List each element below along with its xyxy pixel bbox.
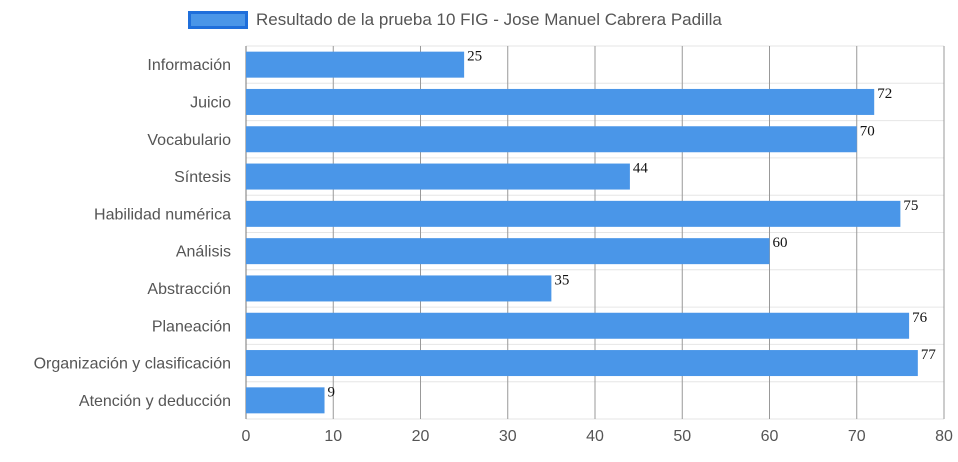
data-label: 72	[877, 86, 892, 102]
bar	[246, 163, 630, 190]
data-label: 35	[554, 272, 569, 288]
data-label: 60	[773, 235, 788, 251]
x-tick-label: 0	[242, 428, 251, 445]
data-label: 44	[633, 161, 649, 177]
x-tick-label: 30	[499, 428, 517, 445]
bar	[246, 238, 770, 265]
x-tick-label: 10	[324, 428, 342, 445]
data-label: 9	[328, 384, 336, 400]
category-label: Habilidad numérica	[94, 206, 231, 223]
legend-label: Resultado de la prueba 10 FIG - Jose Man…	[256, 10, 722, 29]
x-tick-label: 50	[673, 428, 691, 445]
x-tick-label: 40	[586, 428, 604, 445]
category-label: Síntesis	[174, 169, 231, 186]
bar	[246, 350, 918, 377]
bar	[246, 312, 910, 339]
x-tick-label: 20	[412, 428, 430, 445]
data-label: 25	[467, 49, 482, 65]
x-tick-label: 70	[848, 428, 866, 445]
legend-swatch	[188, 11, 248, 29]
bar	[246, 51, 465, 78]
category-label: Organización y clasificación	[34, 356, 231, 373]
x-tick-label: 80	[935, 428, 953, 445]
category-label: Información	[147, 57, 231, 74]
data-label: 75	[903, 198, 918, 214]
category-label: Abstracción	[147, 281, 231, 298]
bar	[246, 88, 875, 115]
data-label: 77	[921, 347, 937, 363]
bar	[246, 200, 901, 227]
data-label: 70	[860, 123, 875, 139]
category-label: Atención y deducción	[79, 393, 231, 410]
category-label: Análisis	[176, 244, 231, 261]
category-label: Planeación	[152, 318, 231, 335]
x-tick-label: 60	[761, 428, 779, 445]
category-label: Vocabulario	[147, 132, 231, 149]
bar	[246, 387, 325, 414]
bar	[246, 275, 552, 302]
category-label: Juicio	[190, 94, 231, 111]
data-label: 76	[912, 310, 928, 326]
bar	[246, 126, 857, 153]
legend[interactable]: Resultado de la prueba 10 FIG - Jose Man…	[188, 10, 722, 30]
